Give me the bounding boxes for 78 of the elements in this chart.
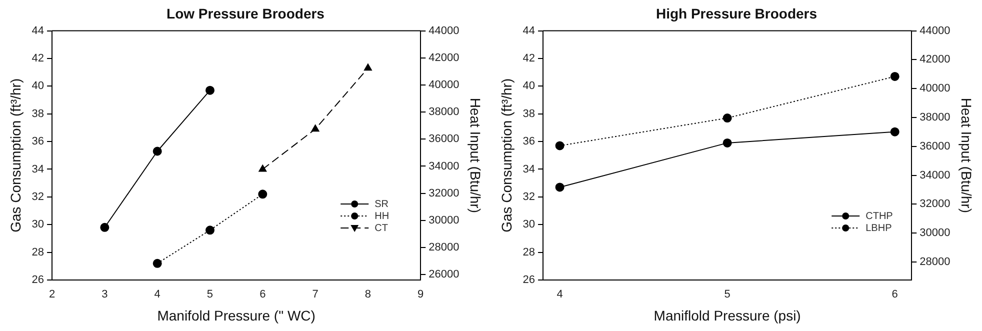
legend-label: LBHP bbox=[866, 222, 892, 234]
y2-tick-label: 34000 bbox=[920, 169, 950, 182]
point bbox=[258, 190, 268, 199]
y-tick-label: 34 bbox=[522, 163, 536, 176]
point bbox=[100, 222, 110, 232]
y2-tick-label: 42000 bbox=[428, 52, 460, 64]
x-axis-title: Manifold Pressure (" WC) bbox=[157, 307, 316, 324]
point bbox=[258, 164, 267, 172]
y-tick-label: 26 bbox=[522, 274, 536, 286]
y2-tick-label: 40000 bbox=[428, 79, 460, 92]
y-tick-label: 40 bbox=[32, 80, 44, 92]
legend-label: HH bbox=[374, 210, 390, 222]
point bbox=[555, 141, 564, 150]
chart-title: High Pressure Brooders bbox=[656, 5, 818, 22]
point bbox=[152, 258, 162, 268]
y2-tick-label: 44000 bbox=[920, 24, 950, 37]
y-axis-title: Gas Consumption (ft³/hr) bbox=[7, 78, 24, 232]
y2-tick-label: 44000 bbox=[428, 24, 460, 37]
chart-title: Low Pressure Brooders bbox=[166, 5, 325, 22]
y2-tick-label: 34000 bbox=[428, 160, 460, 172]
point bbox=[890, 127, 900, 136]
y-tick-label: 32 bbox=[522, 190, 536, 203]
y-tick-label: 28 bbox=[32, 246, 44, 258]
y2-tick-label: 28000 bbox=[920, 256, 950, 268]
x-tick-label: 6 bbox=[260, 288, 266, 301]
legend-label: CT bbox=[374, 222, 388, 234]
x-tick-label: 4 bbox=[154, 288, 160, 301]
y-tick-label: 26 bbox=[32, 274, 44, 286]
y-axis-title: Gas Consumption (ft³/hr) bbox=[498, 78, 514, 232]
y-tick-label: 42 bbox=[32, 52, 44, 65]
y2-tick-label: 28000 bbox=[428, 242, 460, 254]
y-tick-label: 36 bbox=[522, 136, 536, 148]
y-tick-label: 28 bbox=[522, 246, 536, 258]
x-tick-label: 8 bbox=[364, 288, 372, 301]
y-tick-label: 30 bbox=[32, 218, 44, 231]
x-tick-label: 5 bbox=[724, 288, 730, 301]
y2-axis-title: Heat Input (Btu/hr) bbox=[958, 98, 975, 213]
y2-tick-label: 38000 bbox=[428, 106, 460, 118]
y-tick-label: 38 bbox=[32, 108, 44, 120]
y-tick-label: 44 bbox=[522, 24, 536, 37]
y-tick-label: 42 bbox=[522, 52, 536, 65]
point bbox=[364, 64, 372, 71]
y-tick-label: 36 bbox=[32, 136, 44, 148]
y-tick-label: 34 bbox=[32, 163, 44, 176]
y2-tick-label: 42000 bbox=[920, 54, 950, 66]
y2-tick-label: 36000 bbox=[920, 140, 950, 152]
y-tick-label: 32 bbox=[32, 190, 44, 203]
legend-label: CTHP bbox=[866, 210, 894, 222]
y2-tick-label: 36000 bbox=[428, 133, 460, 146]
legend-label: SR bbox=[374, 198, 389, 210]
y2-tick-label: 30000 bbox=[920, 227, 950, 240]
point bbox=[722, 114, 732, 123]
point bbox=[205, 86, 214, 95]
point bbox=[205, 226, 214, 235]
y-tick-label: 38 bbox=[522, 108, 536, 120]
x-tick-label: 5 bbox=[206, 288, 214, 301]
point bbox=[311, 124, 320, 132]
x-tick-label: 6 bbox=[892, 288, 898, 301]
y-tick-label: 44 bbox=[32, 24, 44, 37]
x-tick-label: 2 bbox=[48, 288, 56, 301]
y-tick-label: 30 bbox=[522, 218, 536, 231]
point bbox=[722, 138, 732, 148]
x-tick-label: 7 bbox=[312, 288, 318, 301]
point bbox=[555, 182, 564, 192]
point bbox=[152, 146, 162, 156]
y2-tick-label: 38000 bbox=[920, 112, 950, 124]
x-tick-label: 3 bbox=[102, 288, 108, 301]
y2-tick-label: 32000 bbox=[428, 187, 460, 200]
y2-tick-label: 26000 bbox=[428, 268, 460, 281]
x-tick-label: 4 bbox=[556, 288, 563, 301]
y2-tick-label: 32000 bbox=[920, 198, 950, 210]
y2-tick-label: 40000 bbox=[920, 82, 950, 95]
y2-axis-title: Heat Input (Btu/hr) bbox=[468, 98, 484, 213]
x-axis-title: Maniflold Pressure (psi) bbox=[654, 307, 801, 324]
y2-tick-label: 30000 bbox=[428, 214, 460, 226]
x-tick-label: 9 bbox=[418, 288, 424, 301]
y-tick-label: 40 bbox=[522, 80, 536, 92]
point bbox=[890, 72, 900, 81]
